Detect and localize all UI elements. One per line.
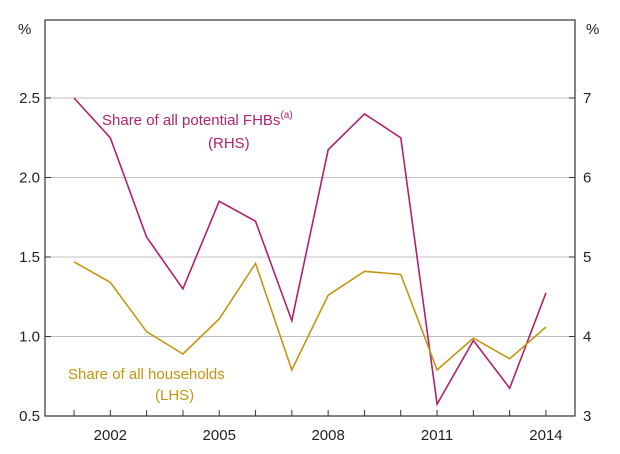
fhb-series-label: Share of all potential FHBs(a) bbox=[102, 110, 293, 129]
x-axis: 2002 2005 2008 2011 2014 bbox=[73, 410, 563, 444]
fhb-series-axis-note: (RHS) bbox=[208, 135, 250, 152]
y-axis-right: 3 4 5 6 7 bbox=[569, 90, 591, 425]
gridlines bbox=[45, 97, 575, 337]
fhb-series-line bbox=[73, 97, 547, 407]
y-axis-left: 0.5 1.0 1.5 2.0 2.5 bbox=[19, 90, 51, 425]
series-layer bbox=[73, 97, 547, 407]
households-series-line bbox=[73, 261, 547, 372]
y-left-unit: % bbox=[18, 21, 31, 38]
y-left-tick-label: 1.0 bbox=[19, 329, 40, 346]
y-right-unit: % bbox=[586, 21, 599, 38]
y-right-tick-label: 5 bbox=[583, 249, 591, 266]
x-tick-label: 2008 bbox=[311, 427, 344, 444]
plot-frame bbox=[44, 19, 576, 417]
x-tick-label: 2002 bbox=[94, 427, 127, 444]
fhb-label-superscript: (a) bbox=[280, 110, 292, 121]
y-right-tick-label: 3 bbox=[583, 408, 591, 425]
fhb-label-text: Share of all potential FHBs bbox=[102, 112, 280, 129]
y-left-tick-label: 2.0 bbox=[19, 170, 40, 187]
y-left-tick-label: 2.5 bbox=[19, 90, 40, 107]
x-tick-label: 2014 bbox=[529, 427, 562, 444]
y-right-tick-label: 4 bbox=[583, 329, 591, 346]
y-left-tick-label: 0.5 bbox=[19, 408, 40, 425]
y-right-tick-label: 6 bbox=[583, 170, 591, 187]
y-right-tick-label: 7 bbox=[583, 90, 591, 107]
x-tick-label: 2011 bbox=[421, 427, 453, 444]
y-left-tick-label: 1.5 bbox=[19, 249, 40, 266]
households-series-axis-note: (LHS) bbox=[155, 387, 194, 404]
households-series-label: Share of all households bbox=[68, 366, 225, 383]
x-tick-label: 2005 bbox=[203, 427, 236, 444]
